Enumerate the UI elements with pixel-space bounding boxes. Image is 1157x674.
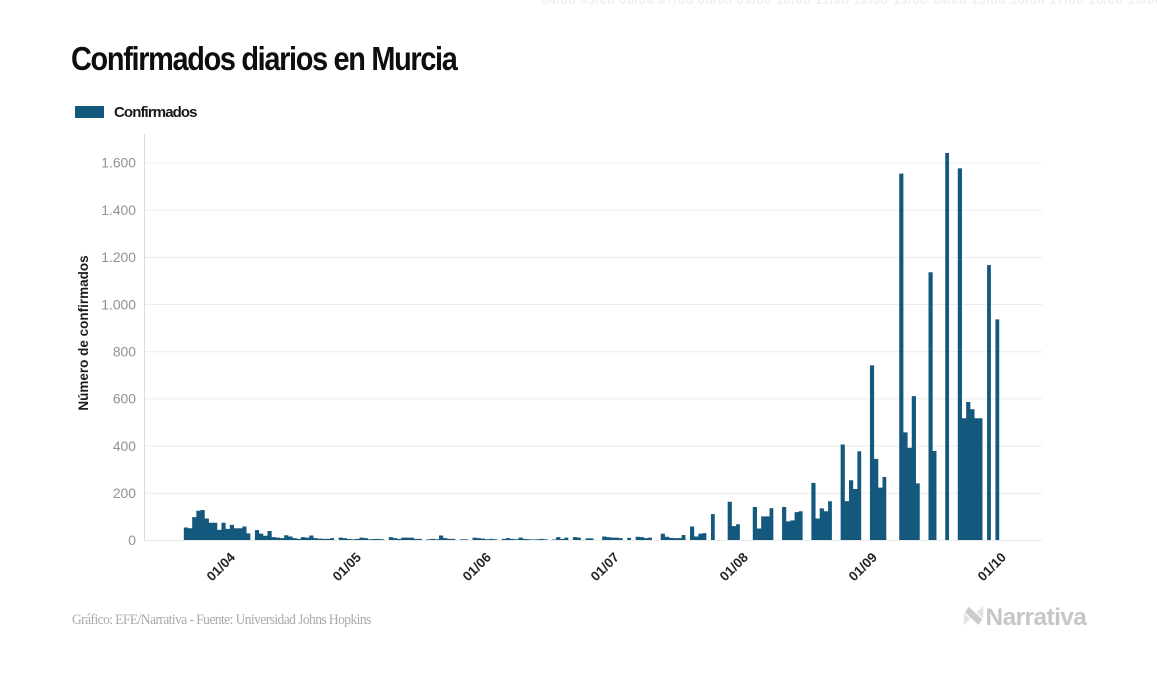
svg-text:01/07: 01/07	[588, 550, 622, 584]
svg-text:1.400: 1.400	[101, 202, 136, 218]
svg-text:1.000: 1.000	[101, 296, 136, 312]
svg-text:01/09: 01/09	[846, 550, 880, 584]
svg-text:0: 0	[128, 532, 136, 548]
svg-text:01/06: 01/06	[460, 550, 494, 584]
svg-text:01/08: 01/08	[717, 549, 752, 584]
svg-text:01/10: 01/10	[975, 550, 1009, 584]
svg-text:01/05: 01/05	[330, 549, 365, 584]
svg-text:1.600: 1.600	[101, 155, 136, 171]
svg-text:01/04: 01/04	[204, 549, 239, 584]
svg-text:400: 400	[113, 438, 136, 454]
svg-text:600: 600	[113, 391, 136, 407]
svg-text:200: 200	[113, 485, 136, 501]
svg-text:Número de confirmados: Número de confirmados	[76, 255, 91, 410]
svg-text:Narrativa: Narrativa	[986, 604, 1088, 631]
svg-text:1.200: 1.200	[101, 249, 136, 265]
svg-text:800: 800	[113, 343, 136, 359]
